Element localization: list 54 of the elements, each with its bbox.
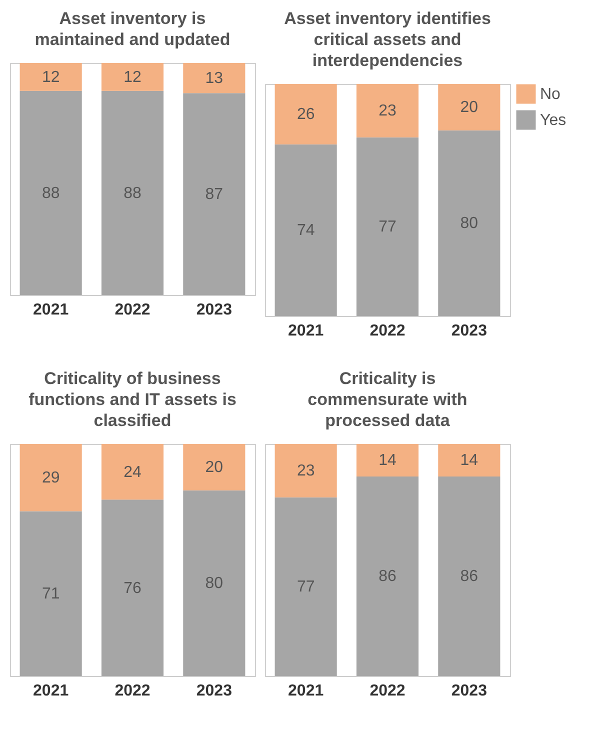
- data-label: 76: [124, 580, 142, 597]
- data-label: 26: [296, 106, 315, 124]
- bar: [274, 144, 337, 316]
- x-tick-label: 2022: [114, 682, 150, 700]
- chart-title: Asset inventory identifies critical assets and interdependencies: [284, 9, 491, 70]
- data-label: 12: [124, 68, 142, 86]
- x-tick-label: 2023: [451, 682, 488, 700]
- data-label: 80: [205, 575, 224, 592]
- data-label: 20: [205, 459, 224, 476]
- bar: [438, 84, 500, 130]
- bar: [356, 84, 419, 138]
- x-tick-label: 2021: [288, 322, 324, 340]
- bar: [183, 444, 246, 490]
- data-label: 88: [42, 184, 60, 202]
- chart-title: Asset inventory is maintained and updated: [34, 9, 230, 49]
- x-tick-label: 2022: [370, 322, 406, 340]
- data-label: 24: [124, 464, 142, 481]
- chart-title: Criticality is commensurate with processed data: [308, 369, 468, 430]
- data-label: 86: [378, 568, 396, 586]
- x-tick-label: 2021: [33, 302, 69, 318]
- data-label: 88: [124, 184, 142, 202]
- data-label: 77: [296, 578, 315, 596]
- data-label: 20: [460, 99, 478, 116]
- bar: [101, 444, 164, 500]
- data-label: 71: [42, 586, 60, 603]
- x-tick-label: 2022: [114, 302, 150, 318]
- x-tick-label: 2023: [196, 682, 232, 700]
- x-tick-label: 2021: [288, 682, 324, 700]
- x-tick-label: 2023: [451, 322, 488, 340]
- data-label: 87: [205, 186, 224, 204]
- data-label: 77: [378, 218, 396, 236]
- data-label: 13: [205, 70, 224, 88]
- legend-label: No: [540, 86, 561, 103]
- data-label: 23: [378, 102, 396, 120]
- data-label: 80: [460, 215, 478, 232]
- data-label: 23: [296, 462, 315, 480]
- bar: [183, 490, 246, 676]
- data-label: 12: [42, 68, 60, 86]
- data-label: 86: [460, 568, 478, 586]
- data-label: 29: [42, 470, 60, 487]
- data-label: 14: [460, 452, 478, 470]
- bar: [101, 500, 164, 676]
- x-tick-label: 2021: [33, 682, 69, 700]
- x-tick-label: 2023: [196, 302, 232, 318]
- bar: [438, 130, 500, 316]
- bar: [356, 137, 419, 316]
- bar: [20, 511, 82, 676]
- legend-label: Yes: [540, 112, 566, 129]
- x-tick-label: 2022: [370, 682, 406, 700]
- data-label: 74: [296, 222, 315, 240]
- data-label: 14: [378, 452, 396, 470]
- chart-title: Criticality of business functions and IT assets is classified: [28, 369, 236, 430]
- bar: [274, 84, 337, 144]
- bar: [20, 444, 82, 512]
